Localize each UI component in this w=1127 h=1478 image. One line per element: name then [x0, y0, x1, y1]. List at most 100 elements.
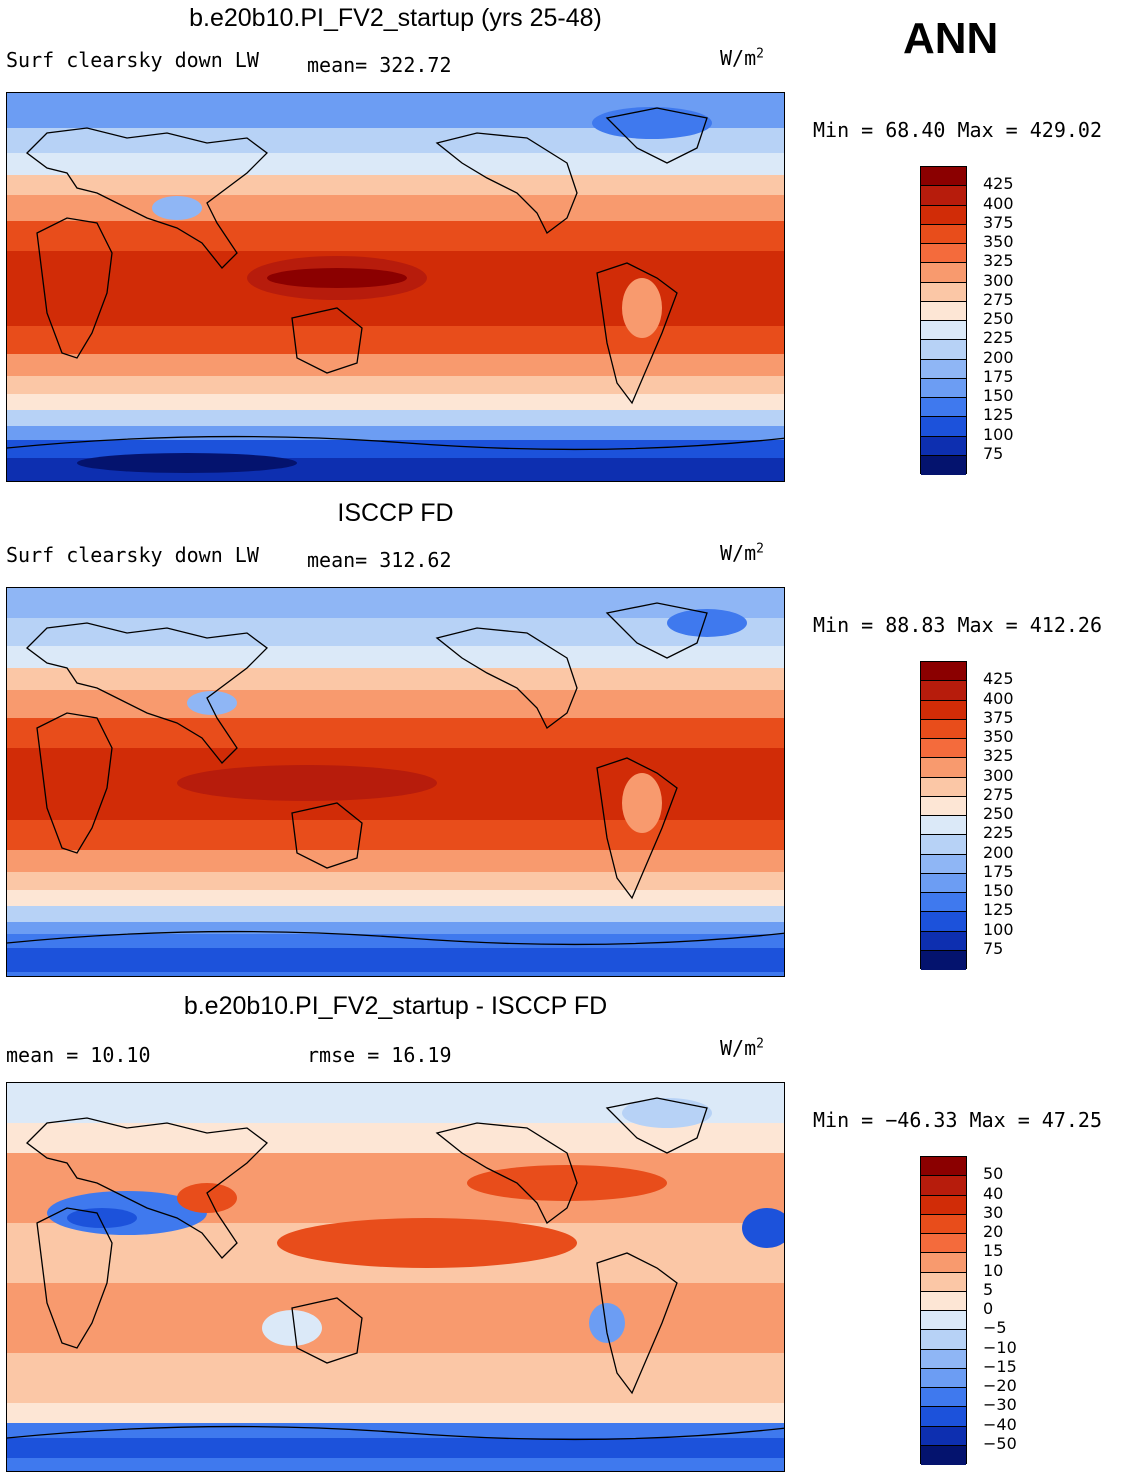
colorbar-swatch — [921, 340, 966, 360]
colorbar-swatch — [921, 1176, 966, 1196]
colorbar-tick-label: 225 — [983, 823, 1014, 843]
colorbar-tick-label: 300 — [983, 270, 1014, 290]
colorbar-swatch — [921, 1272, 966, 1292]
colorbar-swatch — [921, 1349, 966, 1369]
colorbar-tick-label: 350 — [983, 727, 1014, 746]
colorbar-tick-label: 200 — [983, 347, 1014, 367]
colorbar-swatch — [921, 1388, 966, 1408]
colorbar-tick-label: 325 — [983, 251, 1014, 271]
panel1-variable-label: Surf clearsky down LW — [6, 48, 259, 72]
colorbar-tick-label: −15 — [983, 1356, 1017, 1376]
colorbar-tick-label: 400 — [983, 193, 1014, 213]
colorbar-tick-label: 150 — [983, 386, 1014, 405]
colorbar-tick-label: 200 — [983, 842, 1014, 862]
colorbar-swatch — [921, 739, 966, 759]
colorbar-tick-label: 275 — [983, 784, 1014, 804]
colorbar-swatch — [921, 719, 966, 739]
colorbar-tick-label: 325 — [983, 746, 1014, 766]
colorbar-tick-label: 100 — [983, 919, 1014, 939]
colorbar-swatch — [921, 912, 966, 932]
season-label: ANN — [903, 14, 999, 63]
panel3-map — [6, 1082, 785, 1472]
colorbar-swatch — [921, 301, 966, 321]
colorbar-swatch — [921, 681, 966, 701]
panel1-range-label: Min = 68.40 Max = 429.02 — [813, 118, 1102, 142]
colorbar-tick-label: 15 — [983, 1241, 1004, 1261]
colorbar-swatch — [921, 777, 966, 797]
colorbar-tick-label: 75 — [983, 443, 1004, 463]
panel3-colorbar — [920, 1156, 967, 1465]
colorbar-swatch — [921, 662, 966, 682]
colorbar-tick-label: −50 — [983, 1433, 1017, 1453]
colorbar-tick-label: 75 — [983, 938, 1004, 958]
panel2-colorbar — [920, 661, 967, 970]
colorbar-swatch — [921, 1330, 966, 1350]
colorbar-tick-label: 175 — [983, 366, 1014, 386]
colorbar-swatch — [921, 1214, 966, 1234]
panel3-mean-label: mean = 10.10 — [6, 1043, 151, 1067]
colorbar-swatch — [921, 1407, 966, 1427]
colorbar-swatch — [921, 1445, 966, 1465]
colorbar-swatch — [921, 1157, 966, 1177]
colorbar-tick-label: −20 — [983, 1376, 1017, 1395]
colorbar-swatch — [921, 224, 966, 244]
colorbar-tick-label: 225 — [983, 328, 1014, 348]
colorbar-tick-label: 0 — [983, 1299, 994, 1318]
panel3-units: W/m2 — [720, 1036, 764, 1060]
colorbar-tick-label: 175 — [983, 861, 1014, 881]
colorbar-tick-label: −5 — [983, 1318, 1007, 1338]
colorbar-swatch — [921, 1311, 966, 1331]
colorbar-tick-label: 20 — [983, 1222, 1004, 1241]
colorbar-swatch — [921, 1253, 966, 1273]
colorbar-tick-label: 40 — [983, 1183, 1004, 1203]
panel2-units: W/m2 — [720, 541, 764, 565]
colorbar-swatch — [921, 700, 966, 720]
colorbar-swatch — [921, 263, 966, 283]
colorbar-swatch — [921, 854, 966, 874]
colorbar-swatch — [921, 359, 966, 379]
colorbar-swatch — [921, 835, 966, 855]
colorbar-tick-label: 50 — [983, 1164, 1004, 1184]
colorbar-swatch — [921, 893, 966, 913]
colorbar-tick-label: 375 — [983, 212, 1014, 232]
colorbar-swatch — [921, 873, 966, 893]
panel3-rmse-label: rmse = 16.19 — [307, 1043, 452, 1067]
colorbar-swatch — [921, 1368, 966, 1388]
colorbar-swatch — [921, 167, 966, 187]
panel1-title: b.e20b10.PI_FV2_startup (yrs 25-48) — [189, 4, 602, 32]
colorbar-swatch — [921, 758, 966, 778]
panel1-colorbar — [920, 166, 967, 475]
colorbar-swatch — [921, 282, 966, 302]
colorbar-swatch — [921, 321, 966, 341]
colorbar-swatch — [921, 436, 966, 456]
colorbar-tick-label: 375 — [983, 707, 1014, 727]
panel2-mean-label: mean= 312.62 — [307, 548, 452, 572]
panel1-map — [6, 92, 785, 482]
colorbar-swatch — [921, 816, 966, 836]
colorbar-tick-label: 5 — [983, 1279, 994, 1299]
panel3-title: b.e20b10.PI_FV2_startup - ISCCP FD — [183, 992, 608, 1020]
colorbar-tick-label: 100 — [983, 424, 1014, 444]
colorbar-tick-label: 300 — [983, 765, 1014, 785]
colorbar-swatch — [921, 398, 966, 418]
colorbar-swatch — [921, 1291, 966, 1311]
colorbar-swatch — [921, 244, 966, 264]
colorbar-tick-label: 125 — [983, 900, 1014, 920]
colorbar-tick-label: 10 — [983, 1260, 1004, 1280]
panel2-map — [6, 587, 785, 977]
colorbar-swatch — [921, 1195, 966, 1215]
colorbar-swatch — [921, 186, 966, 206]
panel3-range-label: Min = −46.33 Max = 47.25 — [813, 1108, 1102, 1132]
colorbar-tick-label: 425 — [983, 174, 1014, 194]
colorbar-tick-label: 150 — [983, 881, 1014, 900]
colorbar-swatch — [921, 417, 966, 437]
colorbar-tick-label: 30 — [983, 1202, 1004, 1222]
colorbar-swatch — [921, 950, 966, 970]
panel2-title: ISCCP FD — [337, 499, 454, 527]
colorbar-tick-label: 425 — [983, 669, 1014, 689]
colorbar-swatch — [921, 455, 966, 475]
panel2-variable-label: Surf clearsky down LW — [6, 543, 259, 567]
colorbar-swatch — [921, 205, 966, 225]
colorbar-swatch — [921, 796, 966, 816]
colorbar-tick-label: 400 — [983, 688, 1014, 708]
